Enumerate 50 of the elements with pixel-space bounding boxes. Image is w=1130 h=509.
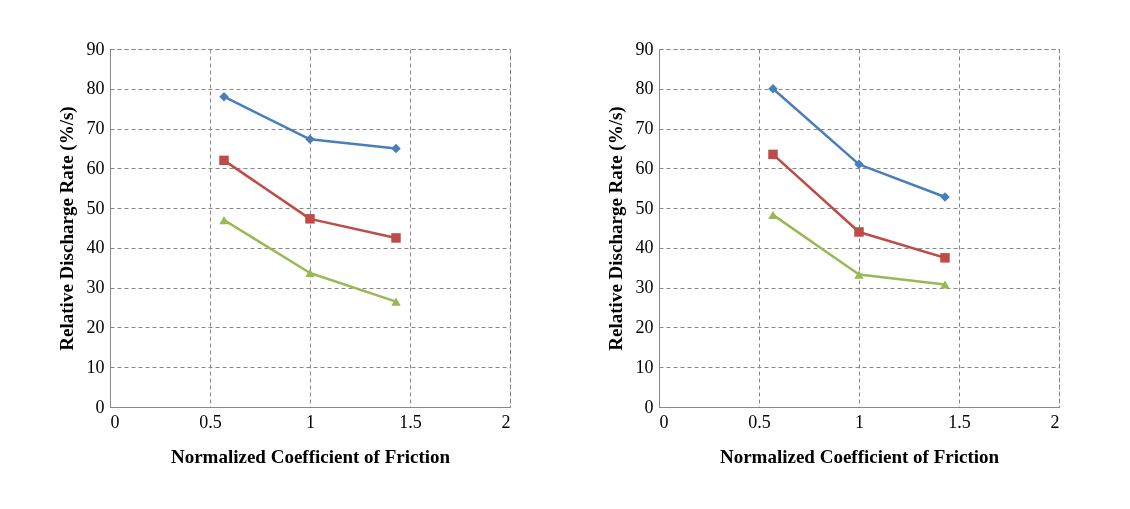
y-tick-label: 20: [635, 316, 654, 337]
point: [391, 297, 401, 306]
point: [305, 268, 315, 278]
point: [391, 143, 401, 154]
y-tick-label: 50: [86, 197, 105, 218]
y-tick-label: 60: [86, 157, 105, 178]
x-tick-label: 1: [306, 411, 315, 432]
y-tick-label: 10: [86, 356, 105, 377]
point: [768, 210, 778, 219]
point: [219, 215, 229, 225]
y-tick-label: 0: [95, 396, 105, 417]
y-tick-label: 50: [635, 197, 654, 218]
point: [940, 280, 950, 289]
y-tick-label: 30: [635, 277, 654, 298]
x-tick-label: 1: [855, 411, 864, 432]
x-axis-title: Normalized Coefficient of Friction: [719, 445, 1000, 467]
x-tick-label: 0: [659, 411, 669, 432]
point: [219, 91, 229, 102]
point: [219, 155, 229, 166]
y-tick-label: 60: [635, 157, 654, 178]
x-tick-label: 0: [110, 411, 120, 432]
y-tick-label: 10: [635, 356, 654, 377]
x-tick-label: 0.5: [199, 411, 222, 432]
x-tick-label: 1.5: [948, 411, 971, 432]
y-tick-label: 70: [635, 118, 654, 139]
y-axis-title: Relative Discharge Rate (%/s): [55, 106, 78, 351]
x-tick-label: 1.5: [399, 411, 422, 432]
x-tick-label: 2: [1050, 411, 1060, 432]
point: [305, 214, 315, 224]
x-tick-label: 0.5: [748, 411, 771, 432]
point: [854, 227, 864, 237]
y-tick-label: 70: [86, 118, 105, 139]
point: [940, 253, 950, 263]
y-tick-label: 0: [644, 396, 654, 417]
y-tick-label: 40: [635, 237, 654, 258]
y-tick-label: 40: [86, 237, 105, 258]
y-tick-label: 90: [635, 38, 654, 59]
y-tick-label: 20: [86, 316, 105, 337]
x-axis-title: Normalized Coefficient of Friction: [170, 445, 451, 467]
point: [854, 159, 864, 170]
x-tick-label: 2: [501, 411, 511, 432]
point: [768, 149, 778, 160]
point: [305, 134, 315, 145]
y-tick-label: 80: [635, 78, 654, 99]
y-tick-label: 90: [86, 38, 105, 59]
y-tick-label: 30: [86, 277, 105, 298]
y-axis-title: Relative Discharge Rate (%/s): [604, 106, 627, 351]
y-tick-label: 80: [86, 78, 105, 99]
point: [854, 270, 864, 279]
point: [391, 233, 401, 243]
